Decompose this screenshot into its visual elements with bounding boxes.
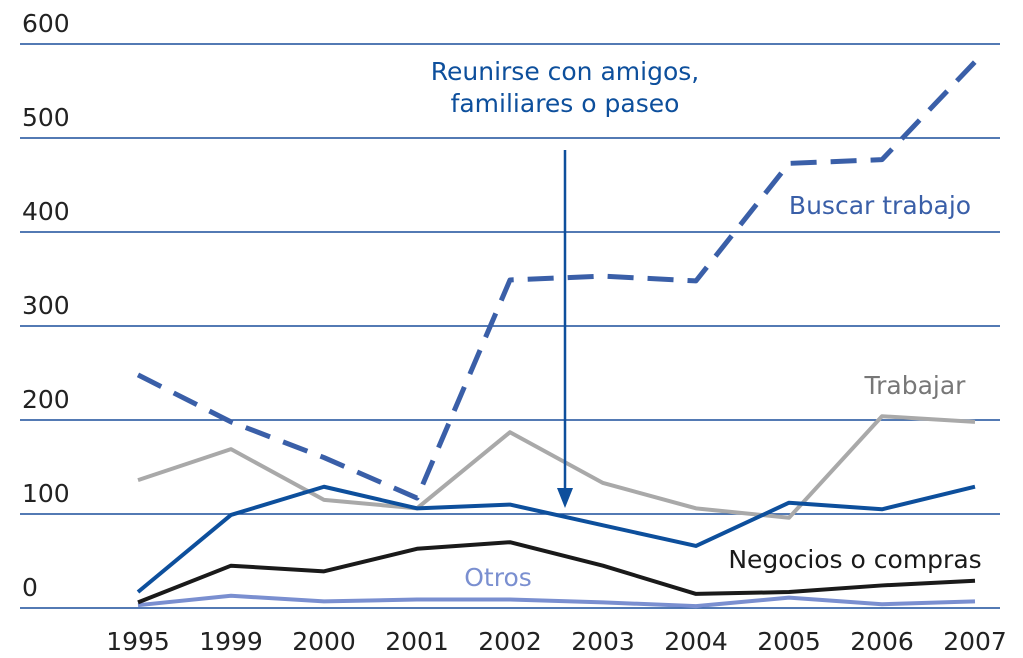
x-tick-label: 2003 [571,627,635,656]
x-tick-label: 2006 [850,627,914,656]
series-label: Reunirse con amigos, familiares o paseo [430,57,700,118]
series-line [136,60,977,501]
series-line [137,593,976,609]
y-tick-label: 600 [22,9,70,38]
series-label: Trabajar [864,371,966,400]
y-tick-label: 500 [22,103,70,132]
x-tick-label: 2001 [385,627,449,656]
annotation-arrowhead [557,488,573,508]
series-line [136,484,976,594]
y-tick-label: 200 [22,385,70,414]
x-tick-label: 2007 [943,627,1007,656]
x-tick-label: 2004 [664,627,728,656]
series-line [137,414,976,520]
y-tick-label: 300 [22,291,70,320]
x-tick-label: 1999 [199,627,263,656]
series-label: Buscar trabajo [788,191,972,220]
x-tick-label: 2000 [292,627,356,656]
y-tick-label: 400 [22,197,70,226]
y-tick-label: 0 [22,573,38,602]
x-tick-label: 2002 [478,627,542,656]
series-label: Otros [464,563,532,592]
x-tick-label: 2005 [757,627,821,656]
y-tick-label: 100 [22,479,70,508]
x-tick-label: 1995 [106,627,170,656]
series-line [137,540,976,605]
series-label: Negocios o compras [728,545,982,574]
